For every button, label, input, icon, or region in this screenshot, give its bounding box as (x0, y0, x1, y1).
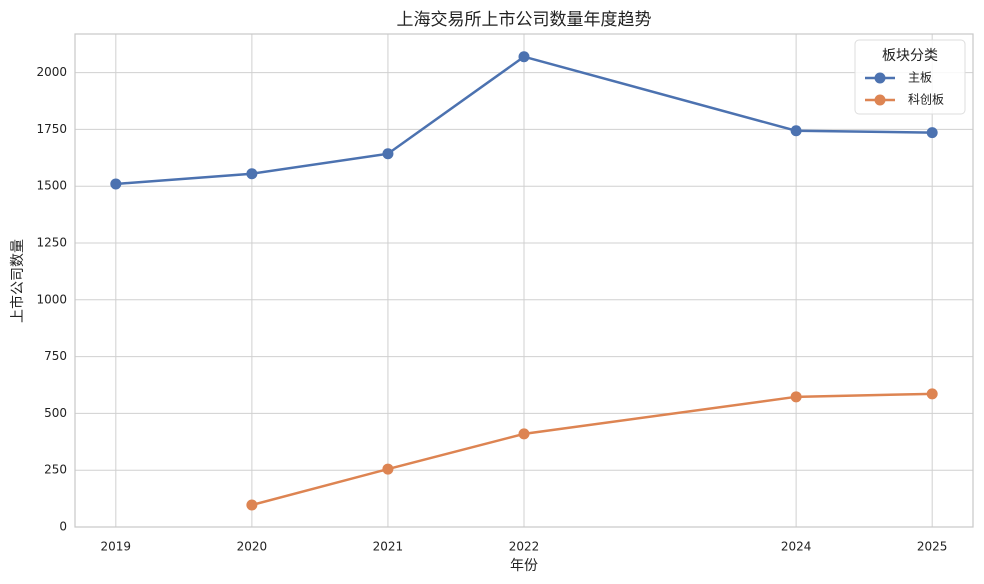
legend-label: 主板 (908, 71, 932, 85)
data-point (110, 178, 122, 190)
data-point (790, 391, 802, 403)
y-tick-label: 1500 (36, 179, 67, 193)
y-tick-label: 2000 (36, 65, 67, 79)
data-point (382, 148, 394, 160)
legend-marker (874, 94, 886, 106)
x-tick-label: 2025 (917, 540, 948, 554)
legend-title: 板块分类 (882, 48, 938, 64)
data-point (518, 428, 530, 440)
legend-label: 科创板 (908, 93, 944, 107)
x-tick-label: 2022 (509, 540, 540, 554)
data-point (518, 51, 530, 63)
y-tick-label: 500 (44, 406, 67, 420)
plot-frame (74, 33, 974, 528)
x-axis-label: 年份 (510, 558, 538, 574)
series-line (115, 55, 933, 186)
series-line (251, 392, 933, 507)
data-point (382, 463, 394, 475)
x-tick-label: 2019 (101, 540, 132, 554)
data-point (926, 127, 938, 139)
data-point (926, 388, 938, 400)
y-tick-label: 1750 (36, 122, 67, 136)
x-tick-label: 2021 (373, 540, 404, 554)
legend-marker (874, 72, 886, 84)
x-tick-label: 2024 (781, 540, 812, 554)
chart-title: 上海交易所上市公司数量年度趋势 (397, 10, 652, 30)
y-tick-label: 250 (44, 463, 67, 477)
y-axis-label: 上市公司数量 (9, 239, 26, 323)
y-tick-label: 0 (59, 520, 67, 534)
x-tick-label: 2020 (237, 540, 268, 554)
data-point (246, 499, 258, 511)
data-point (246, 168, 258, 180)
y-tick-label: 1250 (36, 236, 67, 250)
data-point (790, 125, 802, 137)
y-tick-label: 1000 (36, 292, 67, 306)
y-tick-label: 750 (44, 349, 67, 363)
